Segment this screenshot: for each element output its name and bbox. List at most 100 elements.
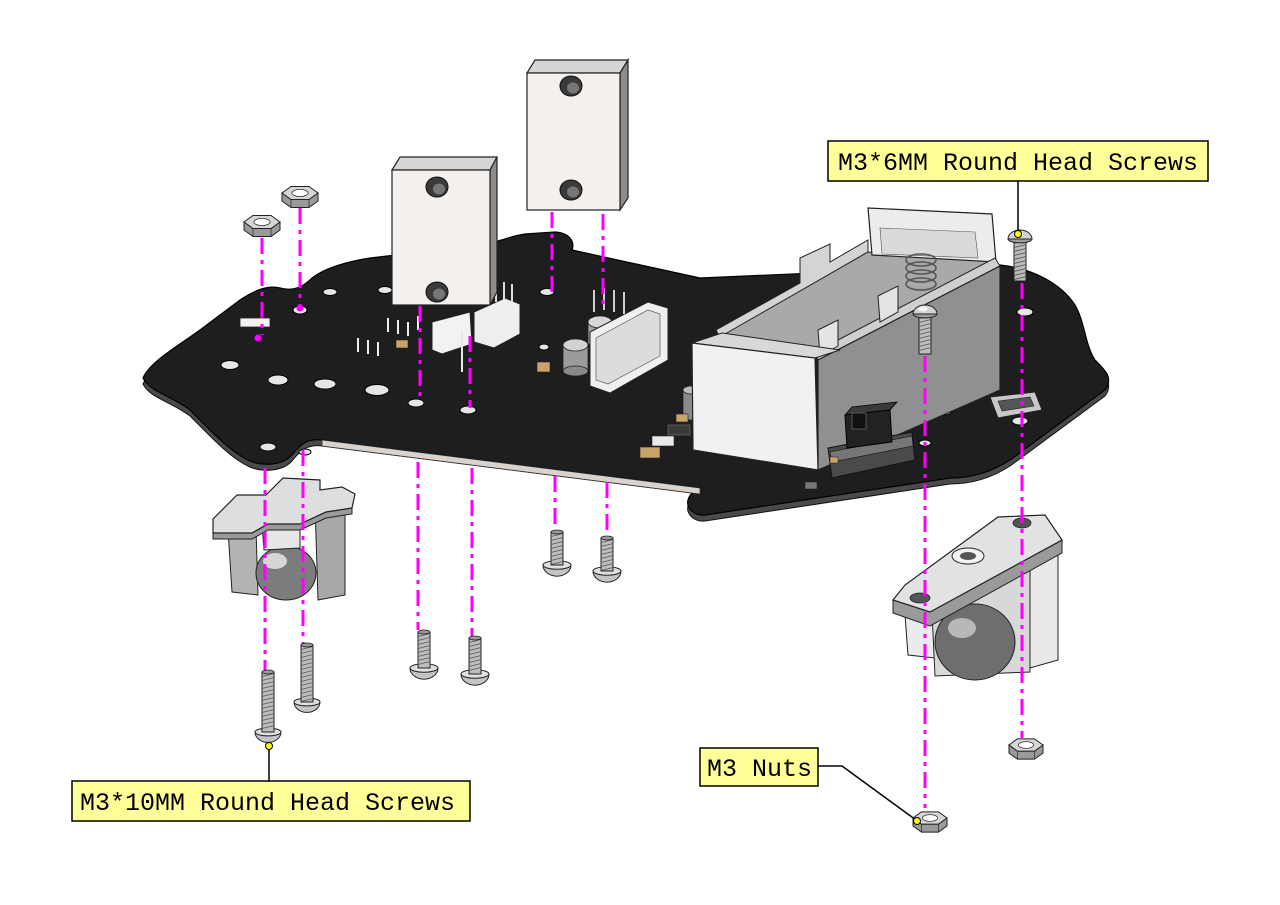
screw-thread (300, 658, 314, 662)
screw-thread (417, 657, 431, 661)
screw-thread (468, 667, 482, 671)
plate-front-edge (321, 439, 701, 495)
leader-dot (1014, 230, 1022, 238)
screw-thread (300, 662, 314, 666)
capacitor-bottom (562, 365, 589, 377)
screw-thread (417, 649, 431, 653)
screw-thread (1013, 276, 1027, 280)
capacitor (562, 338, 589, 377)
screw-thread (1013, 248, 1027, 252)
screw-thread (300, 682, 314, 686)
screw-thread (261, 689, 275, 693)
screw-thread (918, 343, 932, 347)
round-head-screw (293, 642, 321, 713)
screw-tip (468, 635, 482, 641)
smd-chip (639, 446, 661, 459)
nut-hole (921, 814, 939, 822)
screw-thread (261, 725, 275, 729)
screw-thread (261, 697, 275, 701)
screw-thread (417, 653, 431, 657)
callout-box (699, 747, 819, 787)
screw-thread (261, 693, 275, 697)
block-hole-bottom-inner (433, 288, 445, 300)
smd-chip (675, 413, 689, 423)
screw-thread (468, 659, 482, 663)
screw-thread (600, 559, 614, 563)
nut-leader-dot-layer (913, 817, 921, 825)
screw-thread (918, 319, 932, 323)
screw-thread (600, 567, 614, 571)
screw-thread (417, 645, 431, 649)
screw-thread (550, 553, 564, 557)
block-top-face (525, 59, 630, 74)
screw-thread (550, 545, 564, 549)
screw-thread (550, 541, 564, 545)
mounting-hole (1011, 416, 1029, 426)
standoff-block-right (525, 57, 630, 212)
screw-thread (468, 655, 482, 659)
screw-thread (300, 670, 314, 674)
caster-plate-hole (909, 592, 931, 604)
spring-coil (905, 253, 937, 267)
holder-front-face (691, 342, 819, 471)
screw-thread (300, 666, 314, 670)
leader-dot (265, 742, 273, 750)
callout-box (71, 780, 471, 822)
switch-lever (851, 412, 867, 430)
holder-near-wall-tab (877, 285, 899, 323)
screw-thread (468, 651, 482, 655)
round-head-screw (912, 304, 938, 355)
caster-plate-top (891, 514, 1063, 613)
smd-component (804, 481, 818, 490)
screw-thread (600, 563, 614, 567)
screw-thread (550, 557, 564, 561)
screw-thread (918, 339, 932, 343)
screw-tip (550, 529, 564, 535)
smd-chip (667, 424, 691, 436)
block-top-face (390, 156, 499, 171)
caster-ball-highlight (263, 553, 287, 569)
board-components (239, 282, 951, 490)
screw-thread (261, 709, 275, 713)
mounting-hole (267, 374, 289, 386)
round-head-screw (409, 629, 439, 680)
callout-label: M3*10MM Round Head Screws (80, 789, 455, 818)
screw-thread (261, 705, 275, 709)
screw-thread (1013, 268, 1027, 272)
callout-m3-10mm-screws: M3*10MM Round Head Screws (71, 742, 471, 822)
round-head-screw (460, 635, 490, 686)
standoff-block-left (390, 156, 499, 306)
screw-thread (417, 661, 431, 665)
screw-thread (300, 654, 314, 658)
spring-coil (905, 277, 937, 291)
mounting-hole (259, 442, 277, 452)
screw-thread (600, 547, 614, 551)
screw-thread (918, 347, 932, 351)
leader-dot (913, 817, 921, 825)
screw-thread (261, 685, 275, 689)
screw-thread (261, 681, 275, 685)
nut-hole (291, 188, 309, 197)
hex-nut (243, 214, 281, 238)
screw-thread (918, 331, 932, 335)
screw-thread (468, 647, 482, 651)
guide-point (296, 304, 304, 312)
screw-thread (261, 713, 275, 717)
screw-thread (600, 555, 614, 559)
screw-thread (300, 694, 314, 698)
caster-plate-top (212, 477, 356, 534)
mounting-hole (364, 384, 390, 396)
round-head-screw (254, 669, 282, 743)
screws (254, 229, 1033, 743)
mounting-hole (377, 286, 393, 294)
guide-point (254, 334, 262, 342)
screw-tip (261, 669, 275, 675)
screw-thread (1013, 256, 1027, 260)
screw-tip (600, 535, 614, 541)
block-side-face (619, 57, 629, 212)
nut-hole (1017, 741, 1035, 749)
header-pins (593, 288, 625, 314)
mounting-hole (220, 360, 240, 370)
caster-ball-highlight (948, 618, 976, 638)
